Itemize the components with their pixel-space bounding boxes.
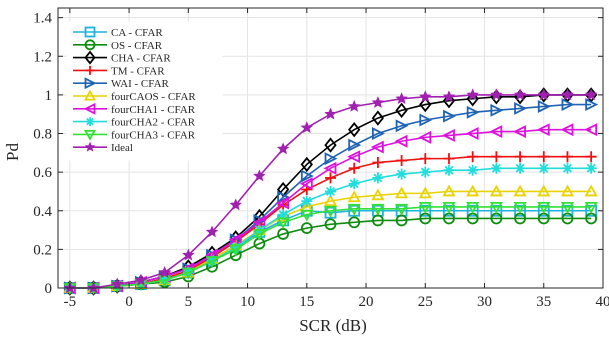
y-tick-label: 0 xyxy=(45,281,53,297)
y-tick-label: 0.4 xyxy=(33,204,52,220)
legend-label: fourCHA1 - CFAR xyxy=(111,104,196,116)
y-tick-label: 0.2 xyxy=(33,242,52,258)
x-tick-label: 20 xyxy=(359,294,374,310)
x-tick-label: 35 xyxy=(536,294,551,310)
x-tick-label: -5 xyxy=(64,294,77,310)
y-tick-label: 0.8 xyxy=(33,127,52,143)
legend-label: fourCHA3 - CFAR xyxy=(111,129,196,141)
legend-label: fourCHA2 - CFAR xyxy=(111,117,196,129)
legend-label: CHA - CFAR xyxy=(111,53,171,65)
legend-label: WAI - CFAR xyxy=(111,78,170,90)
x-tick-label: 15 xyxy=(299,294,314,310)
x-tick-label: 10 xyxy=(240,294,255,310)
x-tick-label: 30 xyxy=(477,294,492,310)
x-tick-label: 0 xyxy=(125,294,133,310)
y-tick-label: 1 xyxy=(45,88,53,104)
x-axis-title: SCR (dB) xyxy=(299,316,367,335)
legend-label: Ideal xyxy=(111,142,133,154)
legend-label: fourCAOS - CFAR xyxy=(111,91,196,103)
y-tick-label: 0.6 xyxy=(33,165,52,181)
legend-marker xyxy=(86,117,95,126)
legend-label: OS - CFAR xyxy=(111,40,163,52)
legend-label: TM - CFAR xyxy=(111,65,165,77)
y-tick-label: 1.2 xyxy=(33,49,52,65)
x-tick-label: 5 xyxy=(185,294,193,310)
legend-label: CA - CFAR xyxy=(111,27,163,39)
x-tick-label: 40 xyxy=(596,294,609,310)
y-tick-label: 1.4 xyxy=(33,11,52,27)
y-axis-title: Pd xyxy=(3,143,22,161)
x-tick-label: 25 xyxy=(418,294,433,310)
